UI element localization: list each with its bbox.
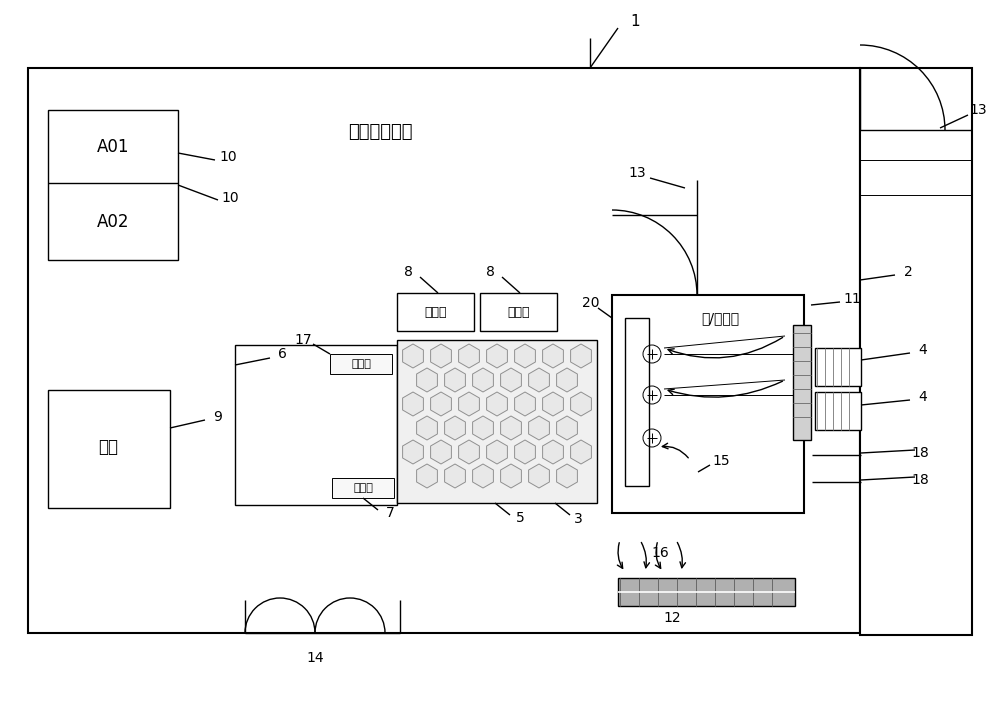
Bar bbox=[480, 293, 557, 331]
Polygon shape bbox=[543, 344, 563, 368]
Text: 控制筱: 控制筱 bbox=[353, 483, 373, 493]
Bar bbox=[397, 340, 597, 503]
Bar bbox=[330, 354, 392, 374]
Text: 15: 15 bbox=[712, 454, 730, 468]
Polygon shape bbox=[459, 392, 479, 416]
Polygon shape bbox=[473, 368, 493, 392]
Polygon shape bbox=[459, 344, 479, 368]
Text: 2: 2 bbox=[904, 265, 912, 279]
Text: A01: A01 bbox=[97, 138, 129, 156]
Polygon shape bbox=[487, 440, 507, 464]
Text: 柴油发电机室: 柴油发电机室 bbox=[348, 123, 412, 141]
Polygon shape bbox=[571, 344, 591, 368]
Polygon shape bbox=[557, 368, 577, 392]
Polygon shape bbox=[571, 440, 591, 464]
Polygon shape bbox=[487, 344, 507, 368]
Text: 8: 8 bbox=[486, 265, 494, 279]
Text: 12: 12 bbox=[663, 611, 681, 625]
Polygon shape bbox=[417, 416, 437, 440]
Polygon shape bbox=[515, 392, 535, 416]
Text: A02: A02 bbox=[97, 213, 129, 231]
Text: 1: 1 bbox=[630, 15, 640, 29]
Text: 7: 7 bbox=[386, 506, 394, 520]
Text: 17: 17 bbox=[294, 333, 312, 347]
Polygon shape bbox=[403, 344, 423, 368]
Polygon shape bbox=[571, 392, 591, 416]
Text: 16: 16 bbox=[651, 546, 669, 560]
Text: 10: 10 bbox=[219, 150, 237, 164]
Text: 10: 10 bbox=[221, 191, 239, 205]
Text: 进/排风室: 进/排风室 bbox=[701, 311, 739, 325]
Polygon shape bbox=[445, 368, 465, 392]
Polygon shape bbox=[445, 416, 465, 440]
Text: 9: 9 bbox=[214, 410, 222, 424]
Text: 13: 13 bbox=[628, 166, 646, 180]
Text: 油筱: 油筱 bbox=[98, 438, 118, 456]
Polygon shape bbox=[515, 344, 535, 368]
Bar bbox=[625, 318, 649, 486]
Bar bbox=[48, 390, 170, 508]
Bar bbox=[235, 345, 397, 505]
Polygon shape bbox=[487, 392, 507, 416]
Bar bbox=[815, 348, 861, 386]
Polygon shape bbox=[403, 440, 423, 464]
Bar bbox=[397, 293, 474, 331]
Text: 5: 5 bbox=[516, 511, 524, 525]
Polygon shape bbox=[417, 368, 437, 392]
Polygon shape bbox=[515, 440, 535, 464]
Bar bbox=[612, 295, 804, 513]
Bar bbox=[860, 68, 972, 635]
Text: 开关筱: 开关筱 bbox=[351, 359, 371, 369]
Polygon shape bbox=[445, 464, 465, 488]
Text: 11: 11 bbox=[843, 292, 861, 306]
Bar bbox=[793, 325, 811, 440]
Bar bbox=[618, 578, 795, 606]
Polygon shape bbox=[529, 368, 549, 392]
Polygon shape bbox=[501, 368, 521, 392]
Text: 18: 18 bbox=[911, 473, 929, 487]
Polygon shape bbox=[431, 392, 451, 416]
Bar bbox=[332, 478, 394, 498]
Polygon shape bbox=[403, 392, 423, 416]
Text: 3: 3 bbox=[574, 512, 582, 526]
Polygon shape bbox=[529, 416, 549, 440]
Text: 14: 14 bbox=[306, 651, 324, 665]
Polygon shape bbox=[543, 440, 563, 464]
Bar bbox=[28, 68, 860, 633]
Polygon shape bbox=[501, 416, 521, 440]
Text: 4: 4 bbox=[919, 390, 927, 404]
Text: 蓄电池: 蓄电池 bbox=[425, 305, 447, 319]
Polygon shape bbox=[557, 464, 577, 488]
Polygon shape bbox=[543, 392, 563, 416]
Polygon shape bbox=[431, 440, 451, 464]
Polygon shape bbox=[529, 464, 549, 488]
Polygon shape bbox=[431, 344, 451, 368]
Bar bbox=[815, 392, 861, 430]
Text: 蓄电池: 蓄电池 bbox=[508, 305, 530, 319]
Polygon shape bbox=[501, 464, 521, 488]
Text: 6: 6 bbox=[278, 347, 286, 361]
Bar bbox=[48, 110, 178, 260]
Polygon shape bbox=[459, 440, 479, 464]
Text: 18: 18 bbox=[911, 446, 929, 460]
Polygon shape bbox=[473, 416, 493, 440]
Text: 8: 8 bbox=[404, 265, 412, 279]
Polygon shape bbox=[557, 416, 577, 440]
Text: 4: 4 bbox=[919, 343, 927, 357]
Text: 20: 20 bbox=[582, 296, 600, 310]
Text: 13: 13 bbox=[969, 103, 987, 117]
Polygon shape bbox=[473, 464, 493, 488]
Polygon shape bbox=[417, 464, 437, 488]
